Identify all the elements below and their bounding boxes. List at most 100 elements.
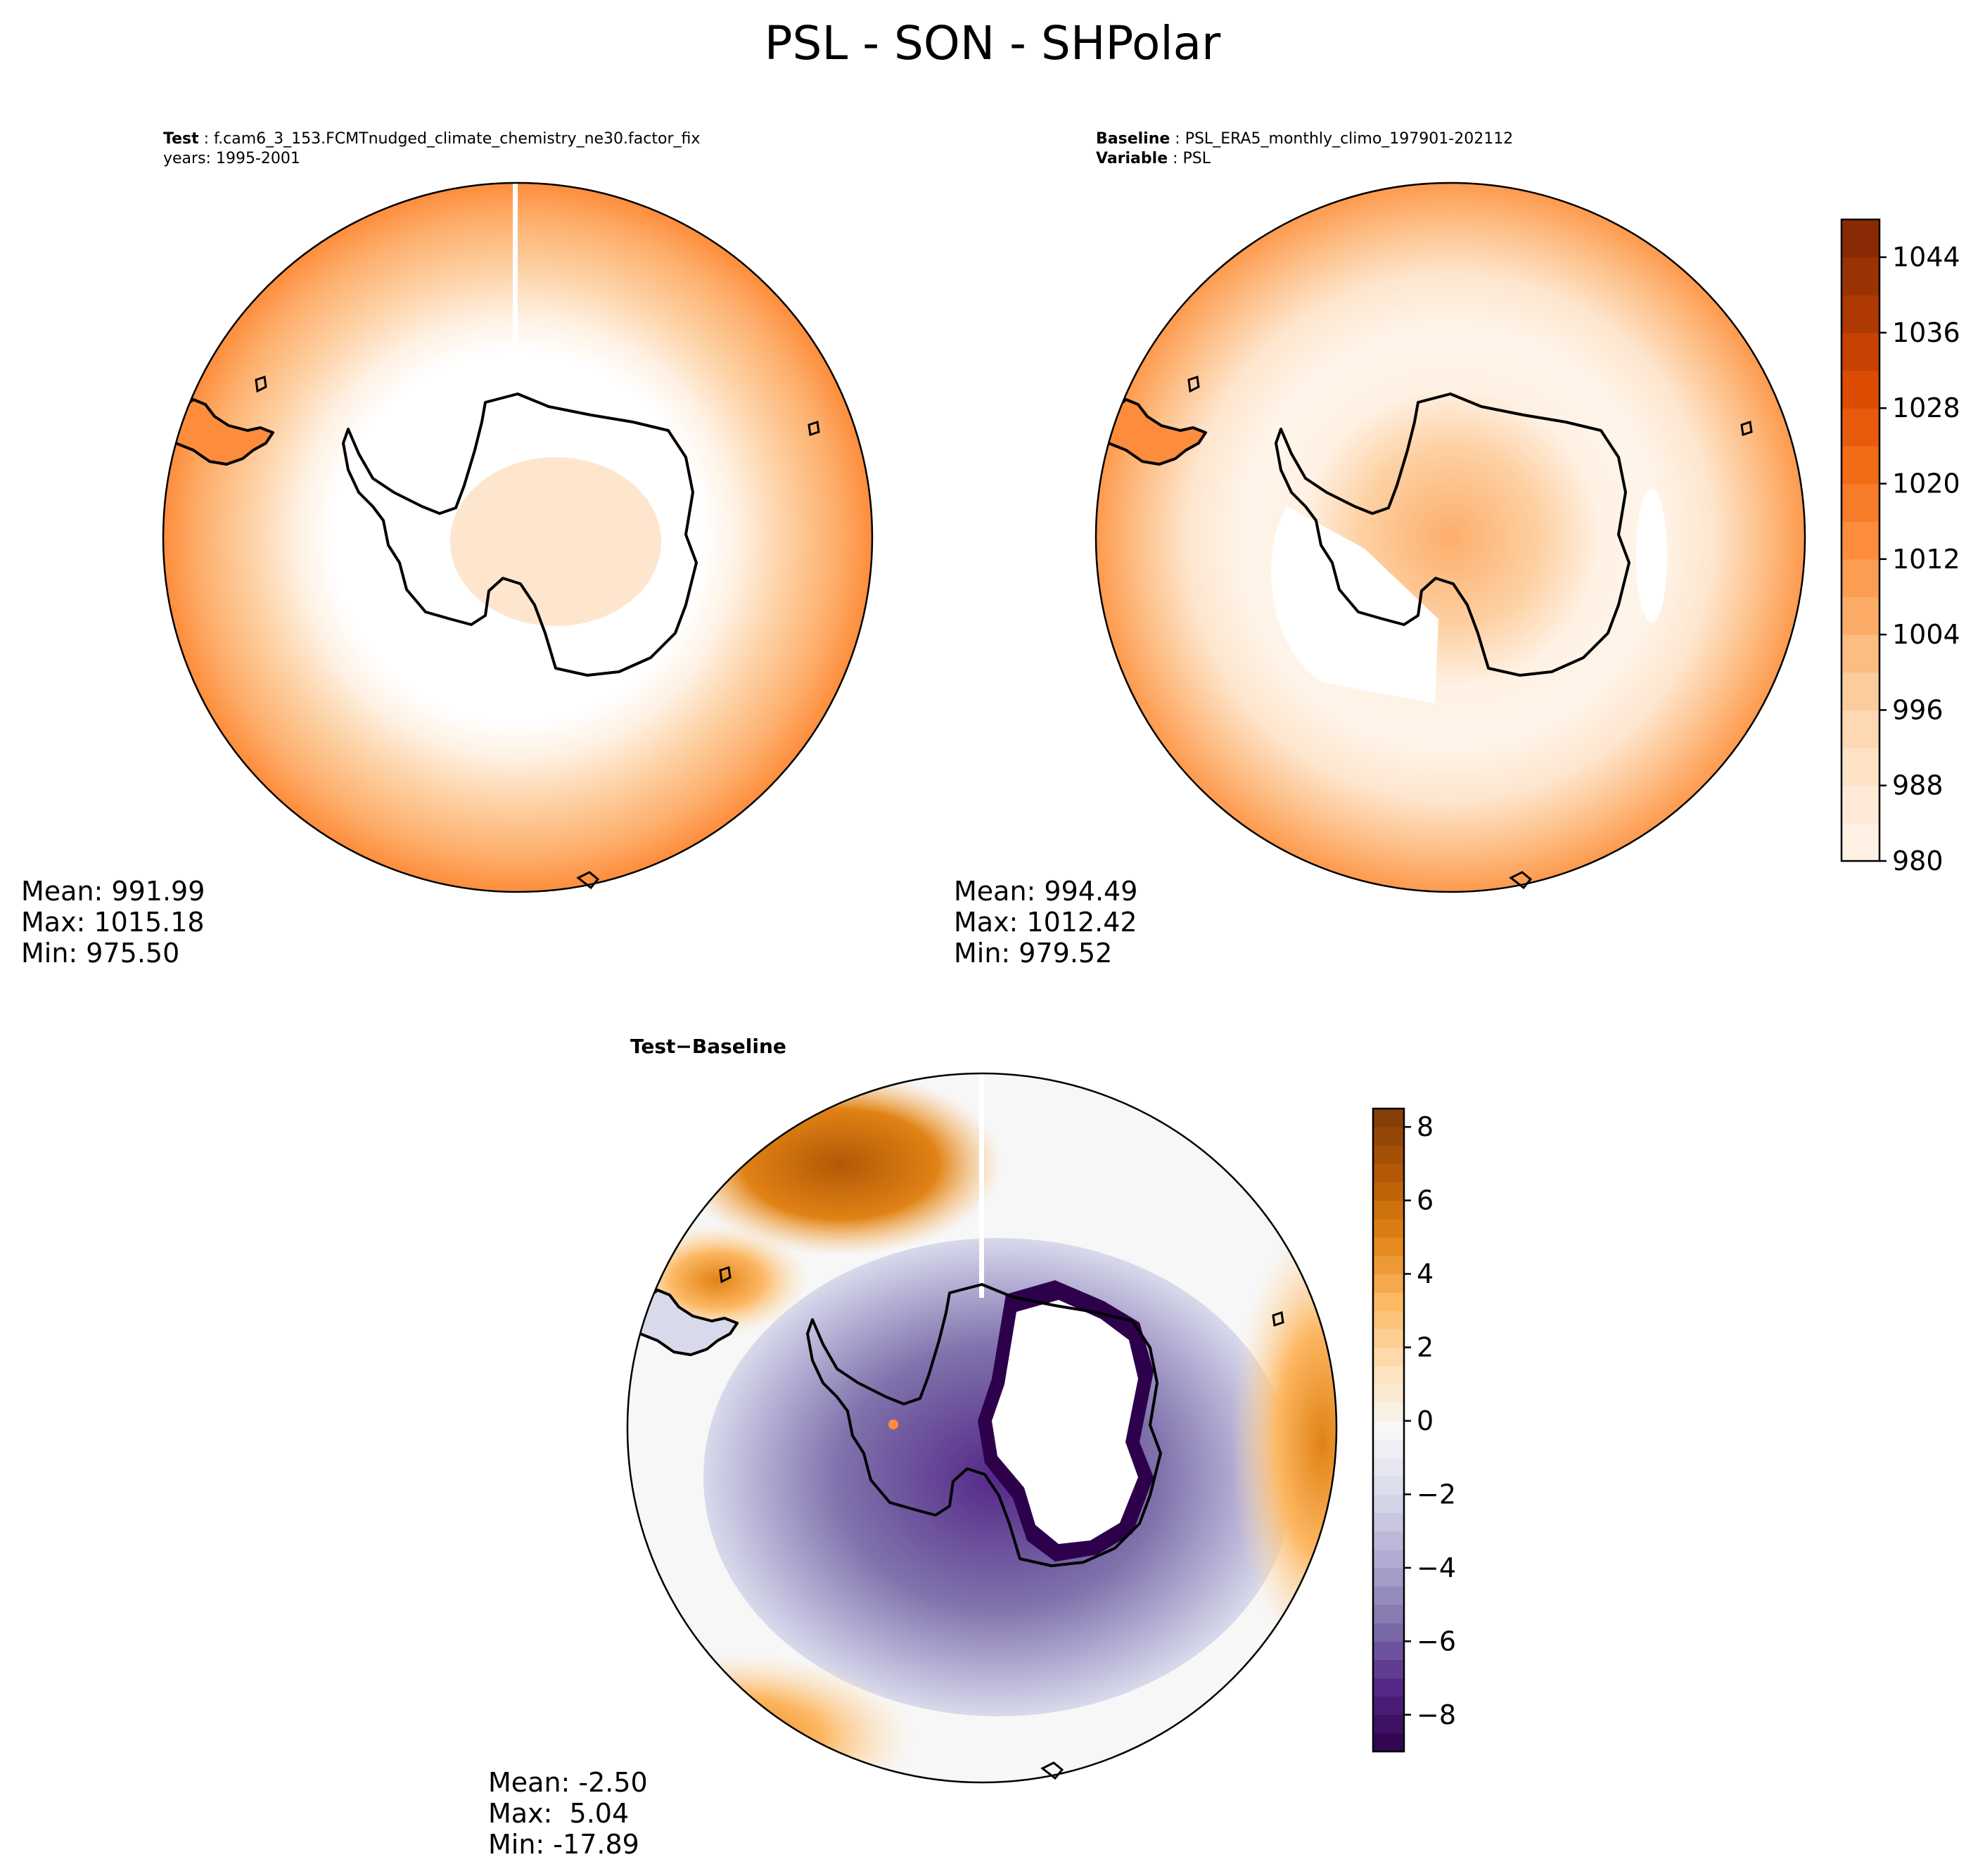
main-colorbar-step xyxy=(1842,521,1879,560)
diff-colorbar-step xyxy=(1373,1439,1404,1458)
baseline-label-key: Baseline xyxy=(1096,130,1170,148)
test-header: Test : f.cam6_3_153.FCMTnudged_climate_c… xyxy=(163,130,701,167)
main-colorbar-step xyxy=(1842,257,1879,295)
diff-colorbar-step xyxy=(1373,1567,1404,1587)
main-colorbar-step xyxy=(1842,408,1879,447)
baseline-island-1 xyxy=(1187,376,1200,393)
diff-colorbar-step xyxy=(1373,1420,1404,1440)
main-colorbar-step xyxy=(1842,748,1879,786)
diff-positive-spot xyxy=(888,1419,898,1429)
diff-colorbar-step xyxy=(1373,1585,1404,1605)
main-colorbar-step xyxy=(1842,370,1879,409)
diff-min: Min: -17.89 xyxy=(488,1829,639,1860)
main-colorbar-step xyxy=(1842,634,1879,673)
baseline-antarctica-outline xyxy=(1275,393,1630,677)
baseline-low-area-right xyxy=(1636,489,1667,623)
main-colorbar-tick-label: 1020 xyxy=(1892,468,1960,499)
diff-colorbar-step xyxy=(1373,1329,1404,1348)
main-colorbar-step xyxy=(1842,332,1879,371)
diff-seam xyxy=(979,1073,984,1298)
test-map xyxy=(162,181,874,893)
diff-colorbar-step xyxy=(1373,1182,1404,1201)
test-label-value: f.cam6_3_153.FCMTnudged_climate_chemistr… xyxy=(214,130,701,148)
diff-island-2 xyxy=(1272,1311,1284,1327)
baseline-max: Max: 1012.42 xyxy=(954,907,1137,938)
diff-colorbar: −8 −6 −4 −2 0 2 4 6 8 xyxy=(1372,1107,1456,1753)
main-colorbar-step xyxy=(1842,710,1879,748)
diff-colorbar-step xyxy=(1373,1145,1404,1164)
test-island-1 xyxy=(255,376,267,393)
diff-colorbar-tick-label: −8 xyxy=(1417,1699,1456,1730)
baseline-mean: Mean: 994.49 xyxy=(954,876,1138,907)
diff-label-baseline: Baseline xyxy=(691,1035,786,1058)
diff-colorbar-step xyxy=(1373,1109,1404,1128)
diff-colorbar-tick-label: −6 xyxy=(1417,1626,1456,1657)
main-colorbar-step xyxy=(1842,219,1879,258)
main-colorbar-tick-label: 1004 xyxy=(1892,619,1960,650)
baseline-header: Baseline : PSL_ERA5_monthly_climo_197901… xyxy=(1096,130,1514,167)
main-colorbar-step xyxy=(1842,596,1879,635)
diff-colorbar-step xyxy=(1373,1237,1404,1256)
diff-colorbar-tick-label: 6 xyxy=(1417,1185,1434,1216)
diff-label-test: Test xyxy=(630,1035,676,1058)
diff-masked-interior xyxy=(992,1300,1138,1544)
diff-colorbar-step xyxy=(1373,1696,1404,1716)
test-label-key: Test xyxy=(163,130,199,148)
diff-island-1 xyxy=(719,1266,732,1284)
diff-colorbar-step xyxy=(1373,1457,1404,1476)
diff-colorbar-tick-label: 8 xyxy=(1417,1111,1434,1142)
baseline-min: Min: 979.52 xyxy=(954,938,1113,969)
main-colorbar-frame xyxy=(1840,218,1881,862)
diff-header: Test−Baseline xyxy=(630,1037,786,1057)
main-colorbar-step xyxy=(1842,672,1879,711)
baseline-map-frame xyxy=(1094,181,1806,893)
test-map-frame xyxy=(162,181,874,893)
diff-colorbar-tick-label: −2 xyxy=(1417,1479,1456,1510)
main-colorbar-step xyxy=(1842,295,1879,333)
main-colorbar-tick-label: 996 xyxy=(1892,694,1943,725)
baseline-variable-value: PSL xyxy=(1182,150,1211,167)
diff-colorbar-step xyxy=(1373,1402,1404,1422)
diff-colorbar-step xyxy=(1373,1476,1404,1495)
baseline-label-value: PSL_ERA5_monthly_climo_197901-202112 xyxy=(1185,130,1514,148)
diff-colorbar-step xyxy=(1373,1623,1404,1642)
diff-colorbar-step xyxy=(1373,1365,1404,1385)
diff-mean: Mean: -2.50 xyxy=(488,1767,648,1798)
diff-antarctica-outline xyxy=(806,1283,1162,1567)
diff-colorbar-step xyxy=(1373,1292,1404,1311)
diff-map-frame xyxy=(626,1072,1338,1784)
diff-colorbar-step xyxy=(1373,1733,1404,1752)
diff-colorbar-tick-label: 0 xyxy=(1417,1405,1434,1436)
diff-map xyxy=(626,1072,1338,1784)
test-stats: Mean: 991.99 Max: 1015.18 Min: 975.50 xyxy=(21,876,205,969)
main-colorbar-tick-label: 1044 xyxy=(1892,242,1960,273)
main-colorbar-tick-label: 988 xyxy=(1892,770,1943,801)
baseline-island-2 xyxy=(1740,421,1753,436)
diff-colorbar-tick-label: 4 xyxy=(1417,1258,1434,1289)
baseline-low-area-left xyxy=(1271,506,1438,703)
diff-colorbar-step xyxy=(1373,1678,1404,1697)
baseline-field xyxy=(1096,183,1805,892)
test-interior-shading xyxy=(450,457,661,626)
main-colorbar-step xyxy=(1842,823,1879,862)
main-colorbar-step xyxy=(1842,445,1879,485)
diff-label-op: − xyxy=(675,1035,692,1058)
main-colorbar-step xyxy=(1842,559,1879,598)
diff-colorbar-step xyxy=(1373,1200,1404,1220)
main-colorbar-tick-label: 1012 xyxy=(1892,544,1960,575)
main-colorbar-tick-label: 1036 xyxy=(1892,317,1960,348)
baseline-stats: Mean: 994.49 Max: 1012.42 Min: 979.52 xyxy=(954,876,1137,969)
diff-colorbar-step xyxy=(1373,1531,1404,1550)
diff-positive-region-east xyxy=(1231,1217,1336,1667)
main-colorbar: 980 988 996 1004 1012 1020 1028 1036 1044 xyxy=(1840,218,1960,876)
diff-colorbar-step xyxy=(1373,1659,1404,1679)
main-colorbar-step xyxy=(1842,785,1879,824)
test-antarctica-outline xyxy=(342,393,698,677)
diff-colorbar-step xyxy=(1373,1714,1404,1734)
diff-colorbar-step xyxy=(1373,1310,1404,1329)
test-min: Min: 975.50 xyxy=(21,938,180,969)
diff-max: Max: 5.04 xyxy=(488,1798,630,1829)
diff-stats: Mean: -2.50 Max: 5.04 Min: -17.89 xyxy=(488,1767,648,1860)
diff-colorbar-step xyxy=(1373,1127,1404,1146)
diff-colorbar-step xyxy=(1373,1641,1404,1661)
